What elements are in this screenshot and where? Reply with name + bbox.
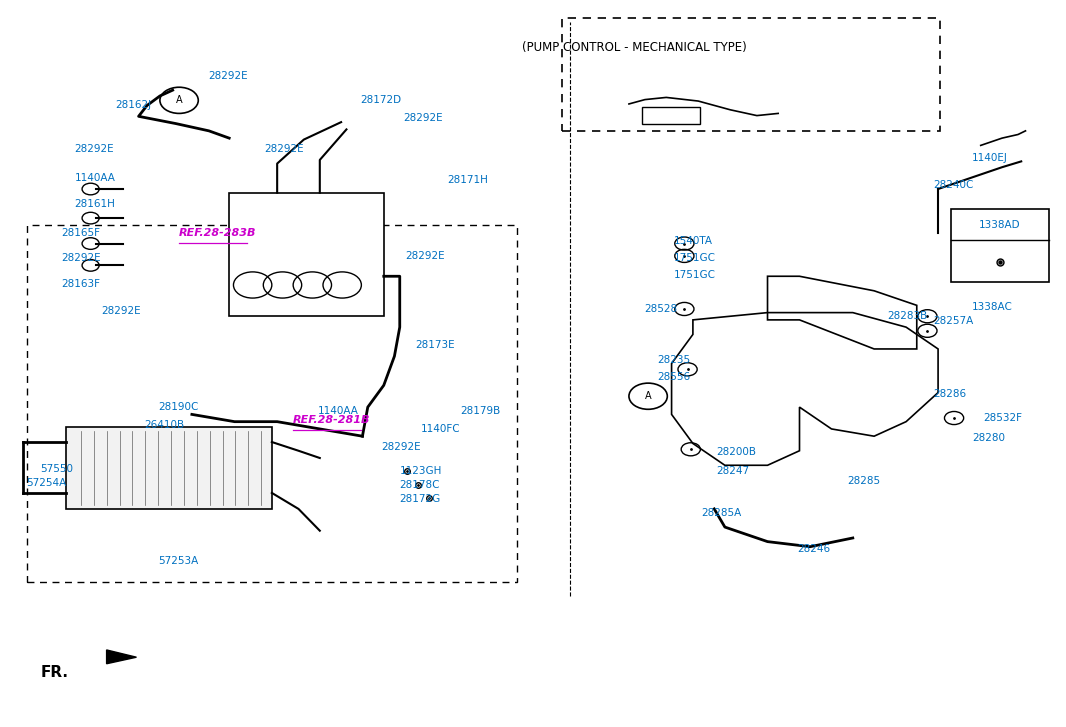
Text: 28173E: 28173E — [416, 340, 455, 350]
Text: 28292E: 28292E — [208, 71, 247, 81]
Text: 28292E: 28292E — [61, 253, 100, 263]
Text: (PUMP CONTROL - MECHANICAL TYPE): (PUMP CONTROL - MECHANICAL TYPE) — [522, 41, 746, 54]
Text: 57550: 57550 — [41, 464, 74, 474]
Text: 28532F: 28532F — [983, 413, 1022, 423]
Text: 28247: 28247 — [716, 466, 749, 476]
Bar — [951, 209, 1049, 282]
Text: 1140FC: 1140FC — [421, 424, 461, 434]
Text: 28165F: 28165F — [61, 228, 100, 238]
Bar — [66, 427, 272, 509]
Text: 28200B: 28200B — [716, 447, 757, 457]
Text: REF.28-283B: REF.28-283B — [179, 228, 257, 238]
Text: 57253A: 57253A — [158, 556, 198, 566]
Text: 28285A: 28285A — [701, 507, 742, 518]
Text: 28283B: 28283B — [887, 311, 927, 321]
Text: 1140AA: 1140AA — [318, 406, 358, 416]
Polygon shape — [107, 650, 136, 664]
Text: FR.: FR. — [41, 665, 68, 680]
FancyBboxPatch shape — [229, 193, 384, 316]
Text: 1751GC: 1751GC — [674, 253, 715, 263]
Text: 28161H: 28161H — [75, 198, 115, 209]
Text: 1338AD: 1338AD — [979, 220, 1021, 230]
Text: 28163F: 28163F — [61, 278, 100, 289]
Bar — [642, 107, 700, 124]
Text: 1123GH: 1123GH — [400, 466, 442, 476]
Text: 28292E: 28292E — [264, 144, 304, 154]
Text: 28528: 28528 — [644, 304, 677, 314]
Text: 1140AA: 1140AA — [75, 173, 115, 183]
Text: 28285: 28285 — [847, 476, 881, 486]
Text: 28172D: 28172D — [360, 95, 402, 105]
Text: 26410B: 26410B — [144, 420, 184, 430]
Text: 28246: 28246 — [797, 544, 830, 554]
Text: 28556: 28556 — [658, 371, 691, 382]
Text: 28292E: 28292E — [75, 144, 114, 154]
Text: 1751GC: 1751GC — [674, 270, 715, 280]
Text: 33162B: 33162B — [661, 108, 701, 118]
Text: REF.28-281B: REF.28-281B — [293, 415, 371, 425]
Text: A: A — [645, 391, 651, 401]
Text: 28292E: 28292E — [405, 251, 445, 261]
Text: 28172G: 28172G — [400, 494, 441, 504]
Text: 28292E: 28292E — [101, 306, 141, 316]
Text: 28235: 28235 — [658, 355, 691, 365]
Text: 28178C: 28178C — [400, 480, 440, 490]
Text: A: A — [176, 95, 182, 105]
Text: 28171H: 28171H — [448, 175, 488, 185]
Text: 28257A: 28257A — [933, 316, 973, 326]
Text: 28292E: 28292E — [382, 442, 421, 452]
Text: 1338AC: 1338AC — [972, 302, 1013, 312]
Text: 28292E: 28292E — [403, 113, 442, 123]
Text: 28190C: 28190C — [158, 402, 198, 412]
Text: 28162J: 28162J — [115, 100, 151, 111]
Text: 28280: 28280 — [972, 433, 1005, 443]
Text: 28240C: 28240C — [933, 180, 973, 190]
Text: 57254A: 57254A — [27, 478, 67, 489]
Text: 1540TA: 1540TA — [674, 236, 713, 246]
Text: 1140EJ: 1140EJ — [972, 153, 1008, 164]
Text: 28179B: 28179B — [461, 406, 501, 416]
Text: 28286: 28286 — [933, 389, 966, 399]
